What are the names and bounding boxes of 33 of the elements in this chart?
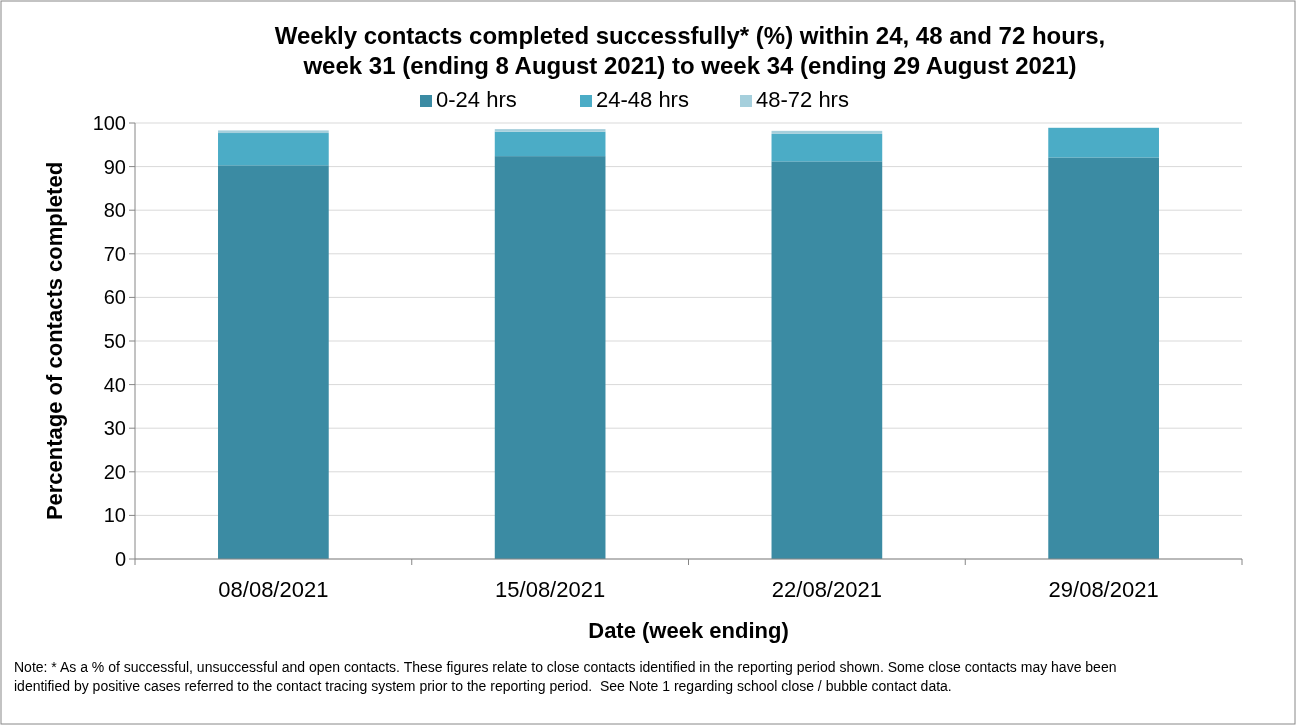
bar	[771, 161, 883, 559]
y-axis-title: Percentage of contacts completed	[42, 161, 67, 521]
x-tick-label: 15/08/2021	[495, 577, 606, 602]
bar	[1048, 157, 1159, 559]
x-axis-title: Date (week ending)	[588, 618, 789, 643]
y-tick-label: 100	[92, 112, 126, 134]
x-tick-label: 29/08/2021	[1048, 577, 1159, 602]
legend-label: 24-48 hrs	[596, 87, 689, 112]
y-tick-label: 40	[103, 373, 126, 396]
bar	[218, 133, 329, 166]
bar	[494, 156, 606, 559]
legend-label: 0-24 hrs	[436, 87, 517, 112]
bar	[494, 129, 606, 132]
bar	[771, 130, 883, 134]
bar	[218, 165, 329, 559]
text: Note: * As a % of successful, unsuccessful and open contacts. These figures relate to close contacts identified in the reporting period shown. Some close contacts may have been identified by positive cases referred to the contact tracing system prior to the reporting period. See Note 1 regarding school close / bubble contact data.	[14, 659, 1117, 694]
y-tick-label: 90	[103, 155, 126, 178]
y-tick-label: 20	[103, 460, 126, 483]
x-tick-label: 08/08/2021	[218, 577, 329, 602]
y-tick-label: 30	[103, 417, 126, 440]
y-tick-label: 80	[103, 199, 126, 222]
y-tick-label: 70	[103, 242, 126, 265]
y-tick-label: 60	[103, 286, 126, 309]
legend-label: 48-72 hrs	[756, 87, 849, 112]
bar	[771, 133, 883, 162]
y-tick-label: 10	[103, 504, 126, 527]
bar	[218, 130, 329, 134]
y-tick-label: 0	[114, 548, 126, 570]
x-tick-label: 22/08/2021	[771, 577, 882, 602]
chart-title: Weekly contacts completed successfully* (%) within 24, 48 and 72 hours, week 31 (ending 8 August 2021) to week 34 (ending 29 August 2021)	[274, 22, 1106, 79]
y-tick-label: 50	[103, 330, 126, 352]
bar	[494, 131, 606, 157]
bar	[1048, 127, 1159, 158]
